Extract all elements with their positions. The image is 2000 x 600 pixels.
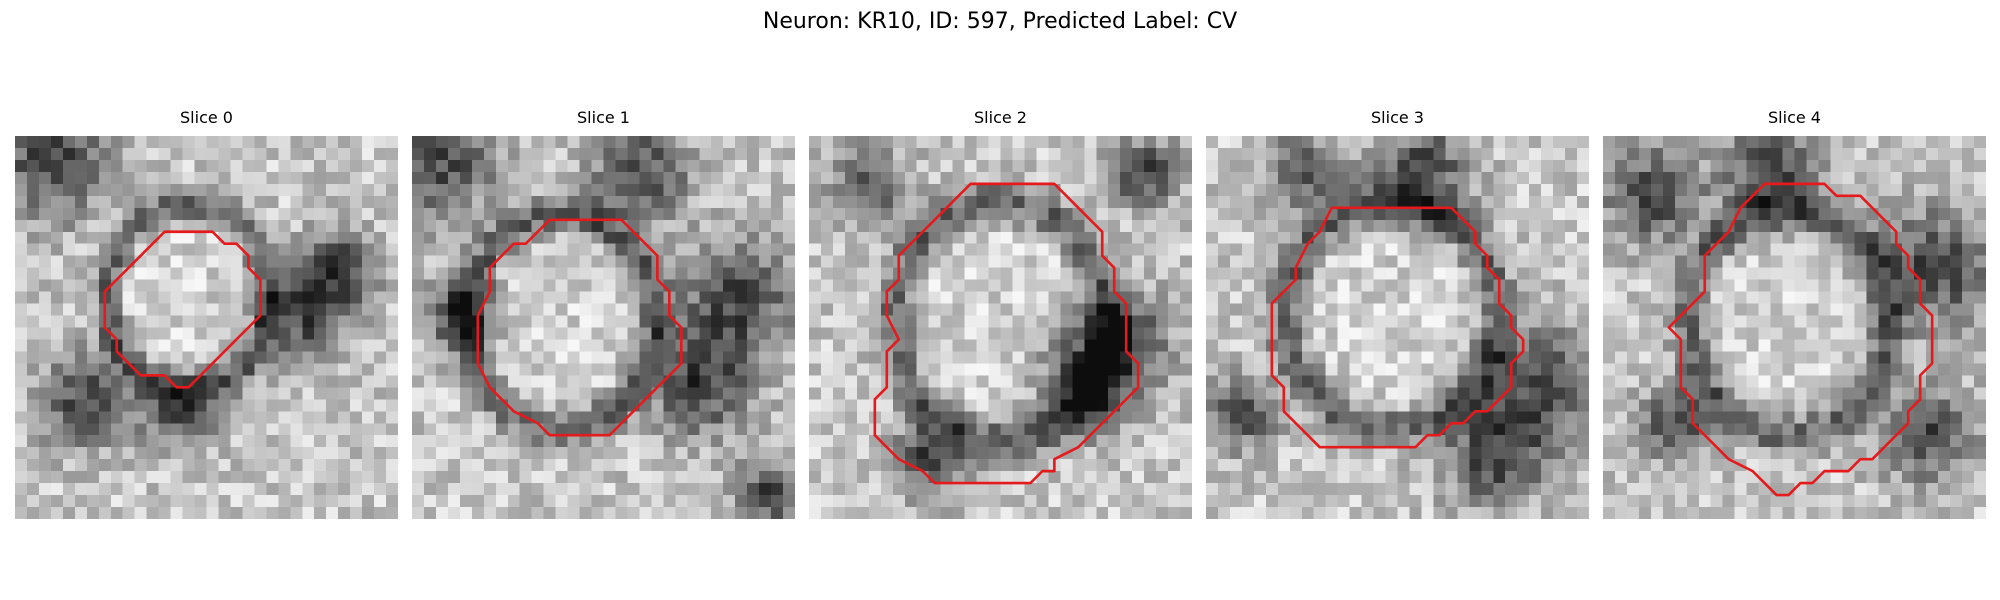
segmentation-contour: [476, 218, 683, 437]
slice-panel-3: Slice 3: [1206, 108, 1589, 519]
figure-title: Neuron: KR10, ID: 597, Predicted Label: …: [762, 9, 1238, 34]
segmentation-contour: [1270, 206, 1525, 449]
slice-image-3: [1206, 136, 1589, 519]
slice-title-1: Slice 1: [577, 108, 630, 127]
slice-panel-0: Slice 0: [15, 108, 398, 519]
slice-title-2: Slice 2: [974, 108, 1027, 127]
slice-image-4: [1603, 136, 1986, 519]
slice-panel-2: Slice 2: [809, 108, 1192, 519]
segmentation-contour: [103, 230, 262, 389]
slice-title-0: Slice 0: [180, 108, 233, 127]
slice-image-1: [412, 136, 795, 519]
segmentation-contour: [873, 182, 1140, 485]
slice-title-3: Slice 3: [1371, 108, 1424, 127]
slice-panel-4: Slice 4: [1603, 108, 1986, 519]
segmentation-contour: [1667, 182, 1934, 497]
slice-title-4: Slice 4: [1768, 108, 1821, 127]
slice-panel-1: Slice 1: [412, 108, 795, 519]
slice-image-0: [15, 136, 398, 519]
slice-image-2: [809, 136, 1192, 519]
